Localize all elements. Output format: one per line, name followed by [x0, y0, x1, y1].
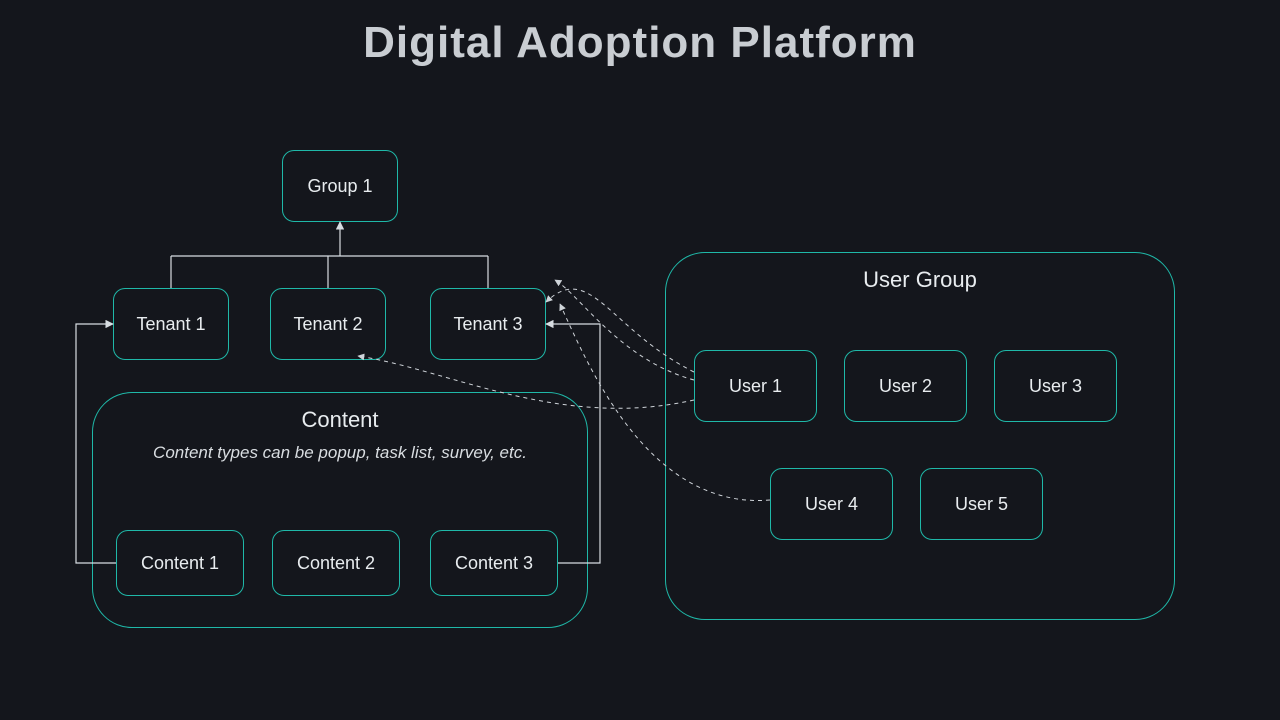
node-label: User 2: [879, 376, 932, 397]
node-label: User 3: [1029, 376, 1082, 397]
user-group-container: User Group: [665, 252, 1175, 620]
node-label: Group 1: [307, 176, 372, 197]
content-container-title: Content: [93, 407, 587, 433]
node-content-3: Content 3: [430, 530, 558, 596]
user-group-container-title: User Group: [666, 267, 1174, 293]
node-label: Tenant 3: [453, 314, 522, 335]
node-label: Tenant 1: [136, 314, 205, 335]
diagram-stage: Digital Adoption Platform Content Conten…: [0, 0, 1280, 720]
node-tenant-3: Tenant 3: [430, 288, 546, 360]
node-user-5: User 5: [920, 468, 1043, 540]
node-content-1: Content 1: [116, 530, 244, 596]
node-label: Content 1: [141, 553, 219, 574]
node-label: Content 3: [455, 553, 533, 574]
node-tenant-2: Tenant 2: [270, 288, 386, 360]
node-user-3: User 3: [994, 350, 1117, 422]
node-label: Content 2: [297, 553, 375, 574]
node-content-2: Content 2: [272, 530, 400, 596]
node-label: Tenant 2: [293, 314, 362, 335]
node-label: User 5: [955, 494, 1008, 515]
node-user-1: User 1: [694, 350, 817, 422]
node-user-2: User 2: [844, 350, 967, 422]
node-label: User 1: [729, 376, 782, 397]
node-label: User 4: [805, 494, 858, 515]
page-title: Digital Adoption Platform: [0, 18, 1280, 68]
node-tenant-1: Tenant 1: [113, 288, 229, 360]
content-container-subtitle: Content types can be popup, task list, s…: [93, 443, 587, 463]
node-group-1: Group 1: [282, 150, 398, 222]
node-user-4: User 4: [770, 468, 893, 540]
